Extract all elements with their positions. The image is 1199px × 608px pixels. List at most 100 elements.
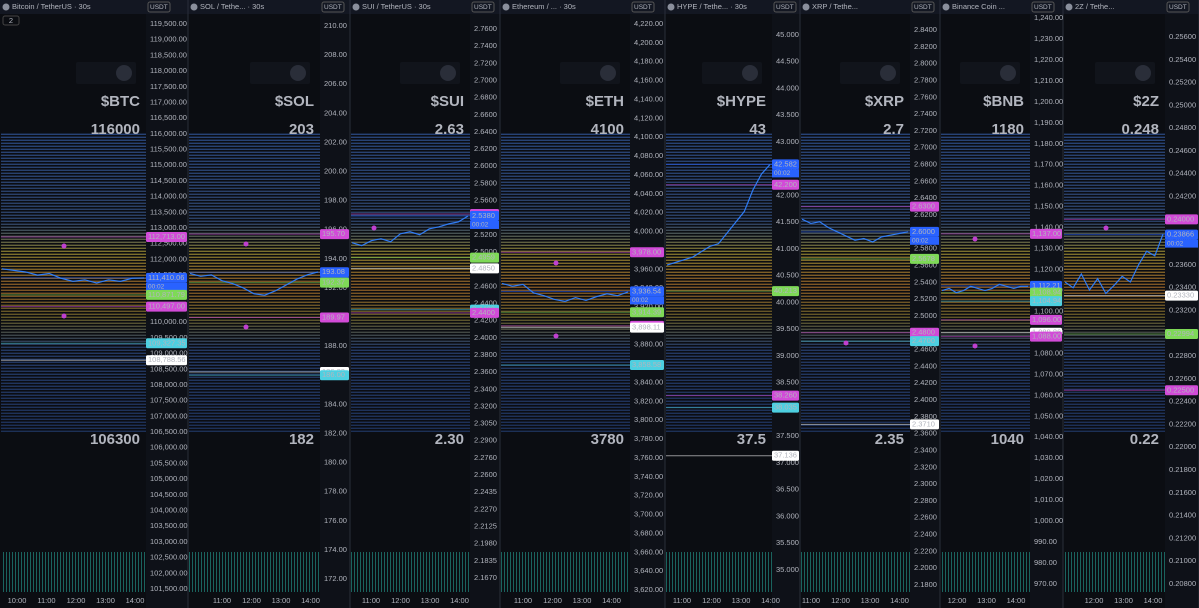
x-tick-label: 13:00 (573, 596, 592, 605)
price-tag-label: 42.200 (774, 180, 797, 189)
y-tick-label: 41.500 (776, 217, 799, 226)
y-tick-label: 1,130.00 (1034, 244, 1063, 253)
y-tick-label: 104,500.00 (150, 490, 188, 499)
y-tick-label: 101,500.00 (150, 584, 188, 593)
price-line (666, 164, 771, 266)
y-tick-label: 4,140.00 (634, 94, 663, 103)
price-axis (320, 14, 350, 608)
range-high: 4100 (591, 121, 624, 138)
y-tick-label: 182.00 (324, 428, 347, 437)
y-tick-label: 2.2600 (914, 513, 937, 522)
y-tick-label: 1,140.00 (1034, 223, 1063, 232)
price-tag-label: 1,088.00 (1032, 332, 1061, 341)
y-tick-label: 990.00 (1034, 537, 1057, 546)
logo-icon (1135, 65, 1151, 81)
y-tick-label: 3,700.00 (634, 510, 663, 519)
x-tick-label: 11:00 (514, 596, 532, 605)
y-tick-label: 1,210.00 (1034, 76, 1063, 85)
currency: USDT (1034, 4, 1052, 11)
y-tick-label: 2.7000 (474, 75, 497, 84)
x-tick-label: 12:00 (391, 596, 410, 605)
price-tag (910, 253, 939, 264)
y-tick-label: 204.00 (324, 108, 347, 117)
panel-title: Bitcoin / TetherUS · 30s (12, 2, 91, 11)
price-tag (910, 336, 939, 347)
currency: USDT (914, 4, 932, 11)
price-tag-label: 0.22500 (1167, 385, 1194, 394)
y-tick-label: 970.00 (1034, 579, 1057, 588)
x-tick-label: 13:00 (272, 596, 291, 605)
currency-box (147, 1, 171, 13)
y-tick-label: 41.000 (776, 244, 799, 253)
y-tick-label: 1,100.00 (1034, 306, 1063, 315)
x-tick-label: 10:00 (8, 596, 27, 605)
ticker: $HYPE (717, 93, 766, 110)
x-tick-label: 11:00 (37, 596, 55, 605)
price-tag-label: 1,112.21 (1032, 281, 1061, 290)
price-tag (320, 277, 349, 288)
heatmap-stripes (351, 132, 470, 432)
price-tag (320, 267, 349, 278)
y-tick-label: 3,840.00 (634, 377, 663, 386)
price-tag-label: 195.70 (322, 229, 345, 238)
symbol-icon (190, 3, 198, 11)
y-tick-label: 2.6800 (914, 160, 937, 169)
y-tick-label: 0.22000 (1169, 442, 1196, 451)
price-tag-label: 2.4959 (472, 253, 495, 262)
price-tag (1030, 331, 1062, 342)
price-tag (320, 312, 349, 323)
currency: USDT (150, 4, 168, 11)
x-tick-label: 13:00 (977, 596, 996, 605)
y-tick-label: 114,000.00 (150, 192, 187, 201)
y-tick-label: 0.21600 (1169, 488, 1196, 497)
price-tag (146, 338, 187, 349)
volume (941, 552, 1030, 592)
y-tick-label: 3,960.00 (634, 264, 663, 273)
y-tick-label: 3,760.00 (634, 453, 663, 462)
y-tick-label: 1,160.00 (1034, 181, 1063, 190)
range-low: 106300 (90, 431, 140, 448)
y-tick-label: 0.23200 (1169, 305, 1196, 314)
y-tick-label: 2.3200 (474, 401, 497, 410)
symbol-icon (942, 3, 950, 11)
y-tick-label: 2.5600 (914, 260, 937, 269)
ticker: $2Z (1133, 93, 1159, 110)
badge-box (2, 15, 20, 26)
y-tick-label: 1,040.00 (1034, 432, 1063, 441)
y-tick-label: 1,010.00 (1034, 495, 1063, 504)
y-tick-label: 2.5200 (914, 294, 937, 303)
volume (801, 552, 910, 592)
currency-box (321, 1, 345, 13)
y-tick-label: 2.3000 (914, 479, 937, 488)
y-tick-label: 3,620.00 (634, 585, 663, 594)
price-tag-label: 189.97 (322, 312, 345, 321)
price-tag (1165, 214, 1198, 225)
y-tick-label: 42.000 (776, 190, 799, 199)
y-tick-label: 0.21200 (1169, 533, 1196, 542)
y-tick-label: 0.23600 (1169, 260, 1196, 269)
currency-box (773, 1, 797, 13)
y-tick-label: 2.4400 (474, 298, 497, 307)
y-tick-label: 2.6000 (474, 161, 497, 170)
y-tick-label: 188.00 (324, 341, 347, 350)
y-tick-label: 110,000.00 (150, 317, 187, 326)
x-tick-label: 13:00 (421, 596, 440, 605)
price-tag (910, 226, 939, 237)
y-tick-label: 2.2435 (474, 487, 497, 496)
y-tick-label: 198.00 (324, 196, 347, 205)
x-tick-label: 14:00 (1144, 596, 1163, 605)
y-tick-label: 36.000 (776, 511, 799, 520)
price-line (1064, 233, 1164, 295)
y-tick-label: 0.22600 (1169, 374, 1196, 383)
y-tick-label: 2.1980 (474, 539, 497, 548)
heatmap-stripes (1, 132, 146, 432)
timer-box (772, 169, 799, 178)
y-tick-label: 2.7400 (474, 41, 497, 50)
y-tick-label: 2.5400 (914, 277, 937, 286)
x-tick-label: 12:00 (948, 596, 967, 605)
price-tag (1165, 385, 1198, 396)
price-tag-label: 3,978.00 (632, 247, 661, 256)
x-tick-label: 12:00 (702, 596, 721, 605)
price-tag-label: 0.23866 (1167, 230, 1194, 239)
y-tick-label: 2.8000 (914, 59, 937, 68)
